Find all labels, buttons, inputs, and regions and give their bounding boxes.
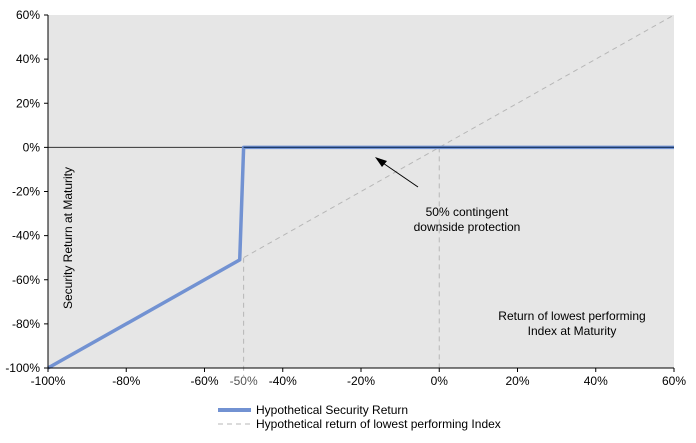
series-layer: [47, 14, 675, 370]
y-axis-label: Security Return at Maturity: [61, 167, 75, 309]
y-tick-label: -60%: [12, 273, 40, 287]
x-tick-label: 40%: [584, 374, 608, 388]
x-tick-label: -20%: [347, 374, 375, 388]
x-tick-label-minus-50: -50%: [230, 374, 258, 388]
x-tick-label: 60%: [662, 374, 686, 388]
axis-layer: 60% 40% 20% 0% -20% -40% -60% -80% -100%-100% -80…: [5, 8, 686, 388]
x-axis-label-line1: Return of lowest performing: [498, 309, 645, 323]
y-tick-label: -20%: [12, 185, 40, 199]
legend-label-security: Hypothetical Security Return: [256, 403, 408, 417]
x-axis-label-line2: Index at Maturity: [528, 324, 617, 338]
y-tick-label: -40%: [12, 229, 40, 243]
y-tick-label: -80%: [12, 317, 40, 331]
y-tick-label: -100%: [5, 361, 40, 375]
y-tick-label: 20%: [16, 96, 40, 110]
x-tick-label: -40%: [269, 374, 297, 388]
protection-annotation-line1: 50% contingent: [426, 205, 509, 219]
y-tick-label: 40%: [16, 52, 40, 66]
protection-annotation-line2: downside protection: [414, 220, 521, 234]
legend-label-index: Hypothetical return of lowest performing…: [256, 417, 501, 431]
y-tick-label: 0%: [23, 140, 41, 154]
x-tick-label: 20%: [505, 374, 529, 388]
y-tick-label: 60%: [16, 8, 40, 22]
annotation-arrowhead: [375, 157, 387, 167]
x-tick-label: -80%: [112, 374, 140, 388]
legend: Hypothetical Security Return Hypothetica…: [218, 403, 501, 431]
x-tick-label: -100%: [31, 374, 66, 388]
annotation-arrow: [379, 160, 419, 188]
x-tick-label: -60%: [190, 374, 218, 388]
x-tick-label: 0%: [431, 374, 449, 388]
